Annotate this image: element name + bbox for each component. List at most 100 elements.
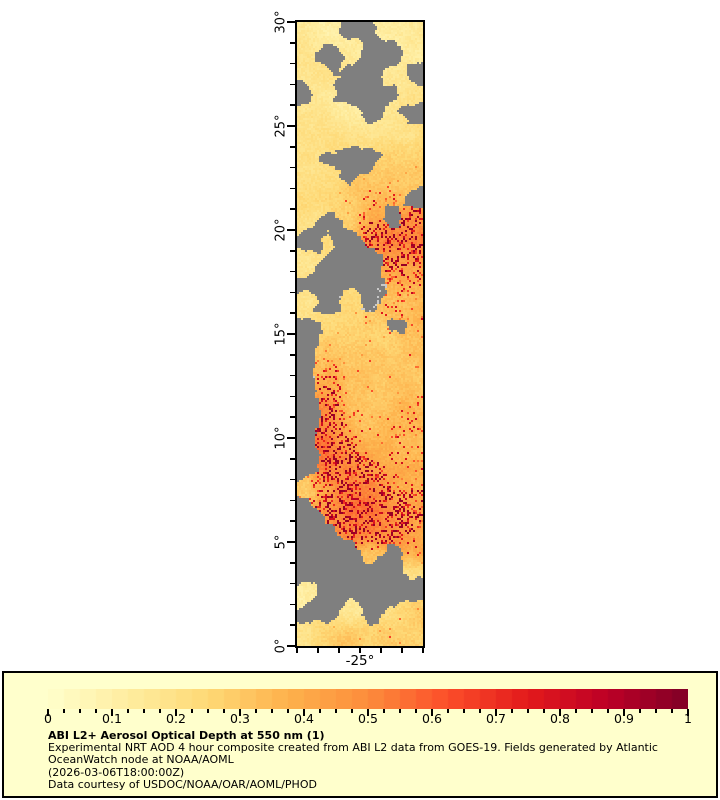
colorbar-minor-tick [399,709,401,713]
colorbar-tick-label: 0 [44,711,52,726]
colorbar-major-tick [111,709,113,716]
map-plot-area [295,20,425,648]
colorbar-minor-tick [415,709,417,713]
lat-minor-tick [290,416,295,418]
lon-tick [380,648,382,653]
lat-major-tick [287,437,295,439]
lat-tick-label: 5° [273,534,289,550]
colorbar-tick-label: 1 [684,711,692,726]
lon-tick [359,648,361,653]
legend-credit: Data courtesy of USDOC/NOAA/OAR/AOML/PHO… [48,777,317,791]
colorbar-minor-tick [191,709,193,713]
legend-description-line1: Experimental NRT AOD 4 hour composite cr… [48,741,658,755]
lat-major-tick [287,645,295,647]
lat-minor-tick [290,499,295,502]
colorbar-minor-tick [607,709,609,713]
lat-minor-tick [290,624,295,626]
colorbar-minor-tick [223,709,225,713]
legend-description-line2: OceanWatch node at NOAA/AOML [48,753,234,767]
colorbar-major-tick [431,709,433,716]
colorbar-minor-tick [511,709,513,713]
colorbar-tick-label: 0.7 [486,711,506,726]
colorbar-minor-tick [79,709,81,713]
colorbar-minor-tick [543,709,545,713]
colorbar-minor-tick [95,709,97,713]
lat-minor-tick [290,208,295,210]
lat-tick-label: 15° [273,322,289,346]
colorbar-tick-label: 0.5 [358,711,378,726]
lat-tick-label: 20° [273,218,289,242]
lon-tick [401,648,403,653]
lat-minor-tick [290,603,295,606]
lat-minor-tick [290,478,295,481]
colorbar-minor-tick [463,709,465,713]
colorbar-gradient [48,689,688,709]
colorbar-minor-tick [143,709,145,713]
colorbar-major-tick [687,709,689,716]
colorbar-minor-tick [271,709,273,713]
colorbar-tick-label: 0.2 [166,711,186,726]
colorbar-minor-tick [319,709,321,713]
colorbar-minor-tick [63,709,65,713]
colorbar-minor-tick [383,709,385,713]
colorbar-minor-tick [159,709,161,713]
colorbar-minor-tick [335,709,337,713]
legend-title: ABI L2+ Aerosol Optical Depth at 550 nm … [48,729,325,742]
colorbar-minor-tick [255,709,257,713]
colorbar-minor-tick [287,709,289,713]
colorbar-minor-tick [575,709,577,713]
lat-major-tick [287,125,295,127]
lon-tick-label: -25° [345,653,375,669]
colorbar-tick-label: 0.6 [422,711,442,726]
lat-minor-tick [290,291,295,294]
lat-minor-tick [290,458,295,460]
lon-tick [296,648,298,653]
lat-minor-tick [290,520,295,522]
colorbar-minor-tick [655,709,657,713]
colorbar-minor-tick [527,709,529,713]
lat-minor-tick [290,166,295,169]
colorbar-minor-tick [447,709,449,713]
colorbar-major-tick [559,709,561,716]
lat-minor-tick [290,354,295,356]
lat-tick-label: 10° [273,426,289,450]
lat-major-tick [287,541,295,543]
colorbar-tick-label: 0.8 [550,711,570,726]
lat-minor-tick [290,374,295,377]
lat-tick-label: 0° [273,638,289,654]
lat-tick-label: 30° [273,10,289,34]
lat-minor-tick [290,42,295,44]
lat-tick-label: 25° [273,114,289,138]
colorbar-major-tick [367,709,369,716]
colorbar-minor-tick [639,709,641,713]
lat-minor-tick [290,83,295,86]
legend-text-block: ABI L2+ Aerosol Optical Depth at 550 nm … [48,729,658,791]
lat-major-tick [287,229,295,231]
colorbar-minor-tick [127,709,129,713]
colorbar-major-tick [175,709,177,716]
lat-minor-tick [290,395,295,398]
colorbar-major-tick [623,709,625,716]
colorbar-major-tick [47,709,49,716]
colorbar-major-tick [239,709,241,716]
lat-minor-tick [290,146,295,148]
lat-minor-tick [290,104,295,106]
colorbar-minor-tick [591,709,593,713]
lon-tick [317,648,319,653]
colorbar-minor-tick [207,709,209,713]
legend-timestamp: (2026-03-06T18:00:00Z) [48,765,185,779]
colorbar-tick-label: 0.9 [614,711,634,726]
lat-major-tick [287,333,295,335]
colorbar-major-tick [495,709,497,716]
lat-minor-tick [290,562,295,564]
lat-minor-tick [290,312,295,314]
lat-minor-tick [290,62,295,65]
aod-heatmap-canvas [297,22,423,646]
colorbar-minor-tick [351,709,353,713]
colorbar-minor-tick [671,709,673,713]
lon-tick [422,648,424,653]
lat-minor-tick [290,187,295,190]
colorbar-major-tick [303,709,305,716]
colorbar-tick-label: 0.4 [294,711,314,726]
